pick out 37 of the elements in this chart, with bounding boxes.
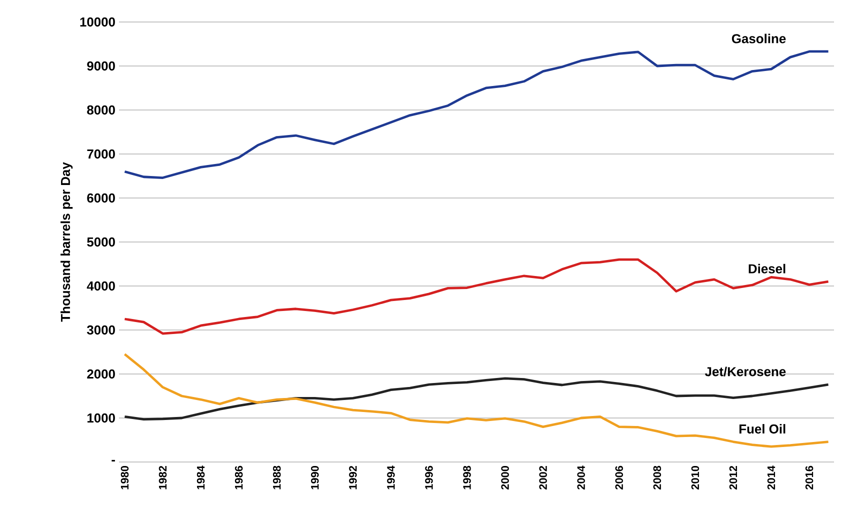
y-tick-label: 8000	[87, 105, 115, 115]
y-tick-label: 2000	[87, 369, 115, 379]
line-series	[124, 353, 830, 448]
y-tick-label: 9000	[87, 61, 115, 71]
x-tick-label: 2016	[805, 466, 814, 490]
series-label: Gasoline	[732, 34, 786, 44]
x-tick-label: 1986	[234, 466, 243, 490]
x-tick-label: 2000	[501, 466, 509, 490]
series-label: Jet/Kerosene	[704, 366, 786, 376]
y-tick-label: 10000	[80, 17, 115, 27]
line-series	[124, 258, 830, 335]
y-tick-label: 7000	[87, 149, 115, 159]
x-tick-label: 1996	[425, 466, 433, 490]
y-tick-label: 5000	[87, 237, 115, 247]
x-tick-label: 1992	[349, 466, 357, 490]
x-tick-label: 2008	[653, 466, 662, 490]
x-tick-label: 1984	[196, 466, 205, 490]
x-tick-label: 2006	[615, 466, 624, 490]
x-tick-label: 2010	[691, 466, 700, 490]
x-tick-label: 1990	[311, 466, 319, 490]
x-tick-label: 1980	[120, 466, 129, 490]
x-tick-label: 1982	[158, 466, 167, 490]
series-label: Diesel	[748, 264, 786, 274]
series-label: Fuel Oil	[739, 424, 786, 434]
y-tick-label: 6000	[87, 193, 115, 203]
y-tick-label: 1000	[87, 413, 115, 423]
y-axis-title: Thousand barrels per Day	[60, 162, 73, 322]
x-tick-label: 2014	[767, 466, 776, 490]
y-tick-label: 4000	[86, 281, 115, 291]
x-tick-label: 1988	[272, 466, 281, 490]
x-tick-label: 2004	[577, 466, 585, 490]
y-tick-label: 3000	[86, 325, 115, 335]
x-tick-label: 2012	[729, 466, 738, 490]
x-tick-label: 1994	[387, 466, 395, 490]
y-tick-label: -	[112, 460, 115, 462]
x-tick-label: 2002	[539, 466, 547, 490]
x-tick-label: 1998	[463, 466, 471, 490]
